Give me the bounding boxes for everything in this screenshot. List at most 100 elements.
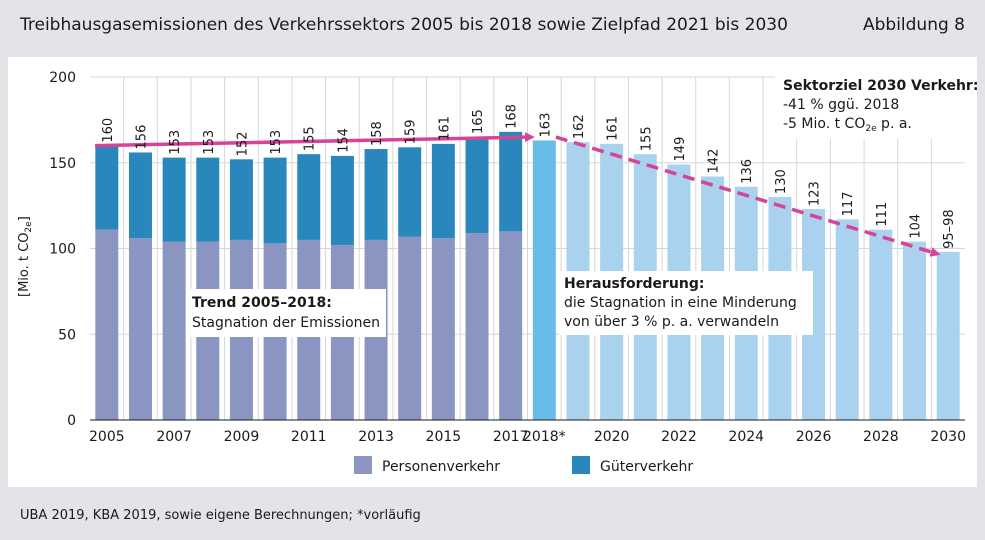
bar-personenverkehr-2015	[431, 238, 455, 420]
goal-annotation-line2: -5 Mio. t CO2e p. a.	[783, 116, 912, 134]
value-label-2030: 95–98	[942, 209, 957, 249]
grid	[90, 76, 965, 420]
value-label-2018*: 163	[538, 113, 553, 138]
bar-gueterverkehr-2017	[499, 131, 523, 232]
value-label-2008: 153	[202, 130, 217, 155]
y-axis-title: [Mio. t CO2e]	[17, 216, 34, 297]
chart-panel: 160 156 153 153 152 153 155 154 158 159 161 165 168 1…	[8, 57, 978, 487]
bar-gueterverkehr-2012	[330, 155, 354, 246]
page-title: Treibhausgasemissionen des Verkehrssekto…	[20, 15, 788, 35]
value-label-2022: 149	[673, 137, 688, 162]
value-label-2015: 161	[437, 116, 452, 141]
value-label-2019: 162	[572, 114, 587, 139]
legend-label-gueterverkehr: Güterverkehr	[600, 459, 693, 475]
challenge-annotation-box	[559, 271, 813, 335]
x-tick-label: 2005	[89, 429, 125, 445]
x-tick-label: 2011	[291, 429, 327, 445]
y-tick-label: 100	[49, 242, 76, 258]
x-tick-label: 2028	[863, 429, 899, 445]
legend: Personenverkehr Güterverkehr	[354, 456, 693, 475]
value-labels: 160 156 153 153 152 153 155 154 158 159 161 165 168 1…	[101, 104, 957, 249]
goal-line2-sub: 2e	[865, 124, 877, 134]
header: Treibhausgasemissionen des Verkehrssekto…	[0, 0, 985, 52]
legend-label-personenverkehr: Personenverkehr	[382, 459, 500, 475]
x-tick-label: 2015	[426, 429, 462, 445]
y-tick-label: 50	[58, 327, 76, 343]
value-label-2014: 159	[404, 119, 419, 144]
bar-personenverkehr-2014	[398, 236, 422, 420]
goal-line2-a: -5 Mio. t CO	[783, 116, 865, 132]
trend-annotation-text: Stagnation der Emissionen	[192, 315, 380, 331]
value-label-2009: 152	[235, 131, 250, 156]
bar-total-2030	[936, 251, 960, 420]
bar-gueterverkehr-2009	[229, 159, 253, 240]
trend-annotation-title: Trend 2005–2018:	[192, 295, 332, 311]
bar-personenverkehr-2017	[499, 231, 523, 420]
bar-gueterverkehr-2015	[431, 143, 455, 239]
target-arrow	[555, 135, 941, 257]
axes: 0 50 100 150 200 2005 2007 2009 2011 2013 2015 2017…	[49, 70, 966, 445]
challenge-annotation-line2: von über 3 % p. a. verwandeln	[564, 314, 779, 330]
source-note: UBA 2019, KBA 2019, sowie eigene Berechn…	[20, 508, 421, 523]
value-label-2016: 165	[471, 109, 486, 134]
value-label-2026: 123	[808, 181, 823, 206]
bar-gueterverkehr-2011	[297, 154, 321, 240]
trend-arrow	[95, 132, 535, 148]
legend-swatch-gueterverkehr	[572, 456, 590, 474]
bar-gueterverkehr-2007	[162, 157, 186, 242]
value-label-2011: 155	[303, 126, 318, 151]
value-label-2028: 111	[875, 202, 890, 227]
bar-total-2026	[802, 209, 826, 420]
y-tick-label: 200	[49, 70, 76, 86]
challenge-annotation: Herausforderung: die Stagnation in eine …	[559, 271, 813, 335]
bar-personenverkehr-2007	[162, 241, 186, 420]
legend-swatch-personenverkehr	[354, 456, 372, 474]
goal-annotation-line1: -41 % ggü. 2018	[783, 97, 899, 113]
x-tick-label: 2030	[930, 429, 966, 445]
x-tick-label: 2007	[156, 429, 192, 445]
x-tick-label: 2022	[661, 429, 697, 445]
trend-lines	[95, 132, 941, 257]
x-tick-label: 2009	[224, 429, 260, 445]
bar-total-2029	[903, 241, 927, 420]
value-label-2020: 161	[606, 116, 621, 141]
x-tick-label: 2013	[358, 429, 394, 445]
goal-annotation-title: Sektorziel 2030 Verkehr:	[783, 78, 977, 94]
value-label-2006: 156	[134, 125, 149, 150]
value-label-2021: 155	[639, 126, 654, 151]
bar-gueterverkehr-2008	[196, 157, 220, 242]
y-tick-label: 150	[49, 156, 76, 172]
bar-personenverkehr-2005	[95, 229, 119, 420]
value-label-2025: 130	[774, 169, 789, 194]
value-label-2010: 153	[269, 130, 284, 155]
figure-label: Abbildung 8	[862, 15, 965, 35]
bar-total-2028	[869, 229, 893, 420]
value-label-2007: 153	[168, 130, 183, 155]
bar-gueterverkehr-2010	[263, 157, 287, 244]
y-axis-title-sub: 2e	[24, 221, 34, 233]
bar-total-2018*	[532, 140, 556, 420]
goal-annotation-box	[775, 69, 969, 139]
trend-annotation: Trend 2005–2018: Stagnation der Emission…	[186, 289, 386, 337]
y-axis-title-end: ]	[17, 216, 32, 221]
x-tick-label: 2020	[594, 429, 630, 445]
value-label-2024: 136	[740, 159, 755, 184]
value-label-2005: 160	[101, 118, 116, 143]
bar-personenverkehr-2006	[128, 238, 152, 420]
y-tick-label: 0	[67, 413, 76, 429]
bar-gueterverkehr-2013	[364, 149, 388, 240]
bar-gueterverkehr-2014	[398, 147, 422, 237]
bar-personenverkehr-2016	[465, 233, 489, 420]
y-axis-title-main: [Mio. t CO	[17, 233, 32, 297]
x-tick-label: 2026	[796, 429, 832, 445]
chart: 160 156 153 153 152 153 155 154 158 159 161 165 168 1…	[17, 69, 978, 475]
goal-annotation: Sektorziel 2030 Verkehr: -41 % ggü. 2018…	[775, 69, 978, 139]
challenge-annotation-title: Herausforderung:	[564, 276, 704, 292]
bar-gueterverkehr-2016	[465, 137, 489, 234]
challenge-annotation-line1: die Stagnation in eine Minderung	[564, 295, 797, 311]
value-label-2017: 168	[505, 104, 520, 129]
bar-gueterverkehr-2005	[95, 145, 119, 230]
value-label-2027: 117	[841, 192, 856, 217]
bar-total-2027	[835, 219, 859, 420]
x-tick-label: 2017	[493, 429, 529, 445]
